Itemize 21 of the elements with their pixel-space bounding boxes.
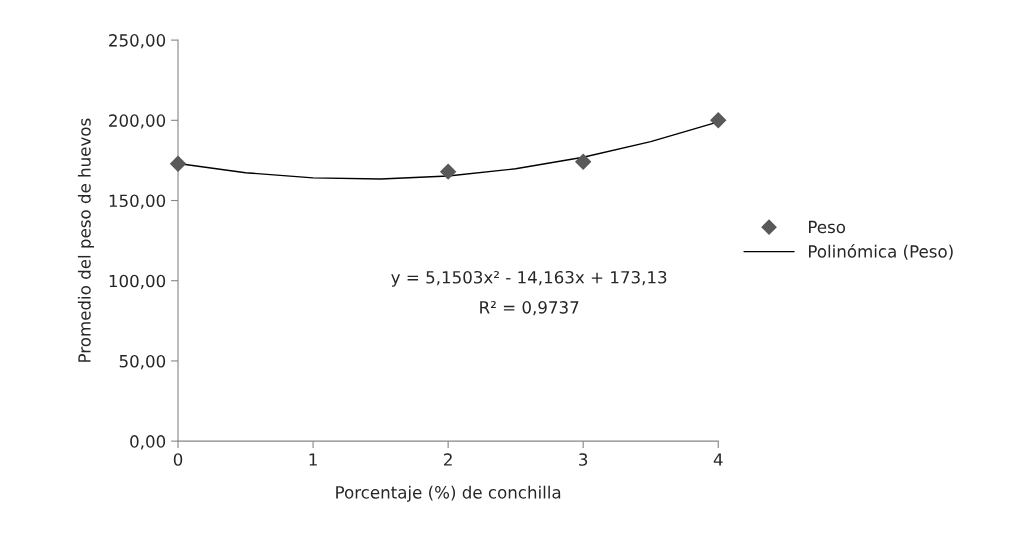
y-axis-title: Promedio del peso de huevos [77, 118, 94, 362]
annotation: y = 5,1503x² - 14,163x + 173,13 [391, 270, 667, 287]
x-tick-label: 2 [444, 453, 452, 466]
point [710, 112, 727, 129]
y-tick-label: 200,00 [109, 114, 166, 129]
point [439, 163, 457, 180]
legend-label: Peso [809, 220, 846, 234]
x-tick-label: 4 [713, 453, 723, 466]
x-tick-label: 0 [173, 453, 183, 466]
legend-label: Polinómica (Peso) [809, 244, 953, 260]
annotation: R² = 0,9737 [480, 301, 579, 316]
y-tick-label: 150,00 [109, 194, 166, 209]
y-tick-label: 0,00 [130, 435, 166, 450]
point [169, 155, 187, 172]
y-tick-label: 250,00 [109, 34, 166, 49]
x-tick-label: 3 [579, 453, 588, 466]
point [574, 153, 592, 170]
y-tick-label: 100,00 [109, 274, 166, 289]
x-axis-title: Porcentaje (%) de conchilla [336, 485, 561, 502]
x-tick-label: 1 [309, 453, 317, 466]
y-tick-label: 50,00 [119, 354, 166, 370]
